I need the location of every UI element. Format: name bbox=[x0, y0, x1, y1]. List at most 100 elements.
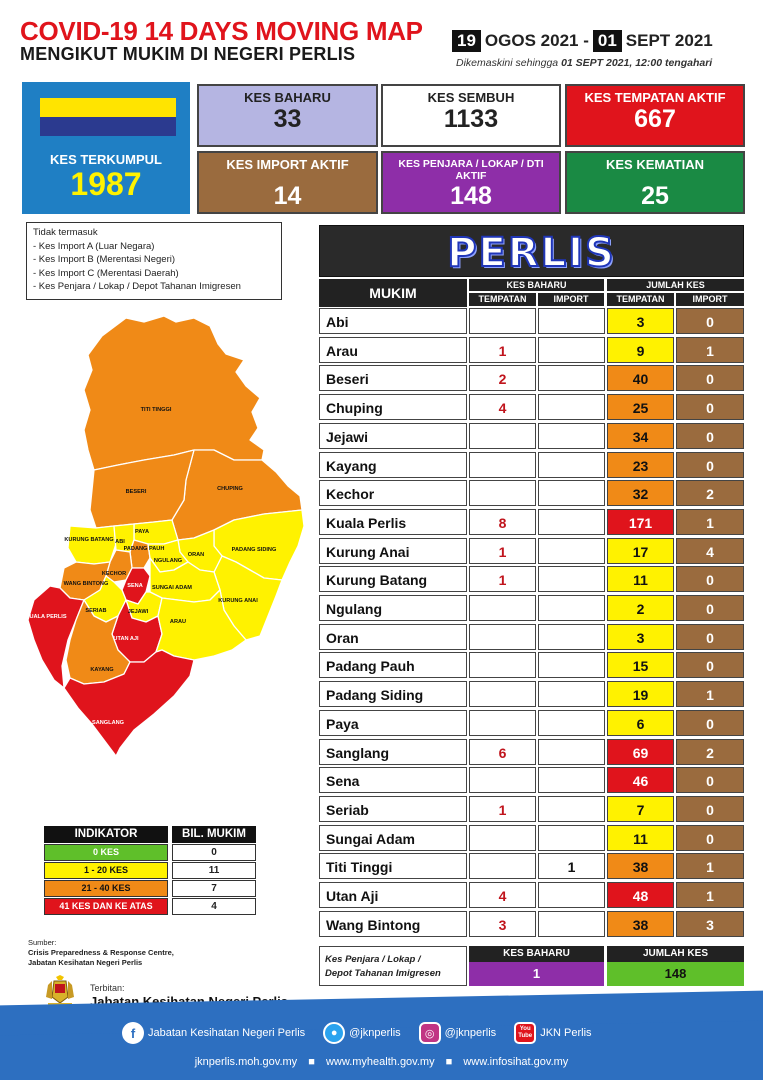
jumlah-tempatan-cell: 38 bbox=[607, 910, 674, 937]
mukim-name-cell: Kuala Perlis bbox=[319, 508, 467, 535]
jumlah-import-cell: 0 bbox=[676, 824, 744, 851]
jumlah-tempatan-cell: 11 bbox=[607, 566, 674, 593]
column-kes-baharu: KES BAHARU bbox=[469, 279, 604, 291]
stat-label: KES PENJARA / LOKAP / DTI AKTIF bbox=[398, 158, 544, 182]
jumlah-import-cell: 0 bbox=[676, 795, 744, 822]
map-region-titi-tinggi bbox=[83, 315, 265, 471]
jumlah-import-cell: 0 bbox=[676, 422, 744, 449]
map-label-kuala-perlis: KUALA PERLIS bbox=[25, 614, 66, 620]
website-link-1[interactable]: jknperlis.moh.gov.my bbox=[194, 1056, 298, 1068]
map-region-sanglang bbox=[63, 649, 195, 757]
facebook-link[interactable]: f Jabatan Kesihatan Negeri Perlis bbox=[122, 1022, 305, 1044]
map-region-padang-pauh bbox=[129, 539, 151, 569]
table-row: Paya 6 0 bbox=[319, 709, 744, 736]
map-label-sungai-adam: SUNGAI ADAM bbox=[152, 585, 192, 591]
twitter-icon: ● bbox=[323, 1022, 346, 1044]
baharu-tempatan-cell: 8 bbox=[469, 508, 536, 535]
table-row: Arau 1 9 1 bbox=[319, 336, 744, 363]
table-title-banner: PERLIS bbox=[319, 225, 744, 277]
indicator-count: 4 bbox=[172, 898, 256, 915]
jumlah-import-cell: 4 bbox=[676, 537, 744, 564]
baharu-tempatan-cell: 1 bbox=[469, 336, 536, 363]
mukim-name-cell: Utan Aji bbox=[319, 882, 467, 908]
map-label-titi-tinggi: TITI TINGGI bbox=[141, 407, 172, 413]
indicator-header: INDIKATOR BIL. MUKIM bbox=[44, 826, 256, 843]
map-label-kayang: KAYANG bbox=[90, 667, 113, 673]
website-link-2[interactable]: www.myhealth.gov.my bbox=[325, 1056, 435, 1068]
column-baharu-import: IMPORT bbox=[538, 293, 604, 306]
jumlah-tempatan-cell: 34 bbox=[607, 422, 674, 449]
table-row: Beseri 2 40 0 bbox=[319, 365, 744, 392]
stat-kes-penjara: KES PENJARA / LOKAP / DTI AKTIF 148 bbox=[381, 151, 561, 214]
penjara-jumlah-header: JUMLAH KES bbox=[607, 946, 744, 962]
baharu-tempatan-cell bbox=[469, 308, 536, 334]
date-from-day: 19 bbox=[452, 30, 481, 52]
jumlah-tempatan-cell: 9 bbox=[607, 336, 674, 363]
map-label-kurung-anai: KURUNG ANAI bbox=[218, 598, 258, 604]
main-subtitle: MENGIKUT MUKIM DI NEGERI PERLIS bbox=[20, 44, 356, 64]
date-to-rest: SEPT 2021 bbox=[625, 31, 713, 50]
youtube-link[interactable]: You Tube JKN Perlis bbox=[514, 1022, 592, 1044]
map-label-kurung-batang: KURUNG BATANG bbox=[64, 537, 113, 543]
baharu-import-cell bbox=[538, 566, 605, 593]
updated-prefix: Dikemaskini sehingga bbox=[456, 57, 559, 69]
baharu-import-cell bbox=[538, 308, 605, 334]
mukim-name-cell: Kechor bbox=[319, 480, 467, 507]
website-link-3[interactable]: www.infosihat.gov.my bbox=[463, 1056, 569, 1068]
table-row: Sungai Adam 11 0 bbox=[319, 824, 744, 851]
baharu-import-cell bbox=[538, 508, 605, 535]
updated-note: Dikemaskini sehingga 01 SEPT 2021, 12:00… bbox=[456, 57, 712, 69]
indicator-count: 7 bbox=[172, 880, 256, 897]
stat-kes-baharu: KES BAHARU 33 bbox=[197, 84, 378, 147]
stat-kes-sembuh: KES SEMBUH 1133 bbox=[381, 84, 561, 147]
note-item: - Kes Import C (Merentasi Daerah) bbox=[33, 267, 179, 279]
map-label-sena: SENA bbox=[127, 583, 143, 589]
baharu-tempatan-cell: 2 bbox=[469, 365, 536, 392]
map-label-wang-bintong: WANG BINTONG bbox=[64, 581, 109, 587]
jumlah-tempatan-cell: 19 bbox=[607, 681, 674, 708]
indicator-label: 0 KES bbox=[44, 844, 168, 861]
mukim-name-cell: Ngulang bbox=[319, 595, 467, 621]
jumlah-tempatan-cell: 2 bbox=[607, 595, 674, 621]
instagram-link[interactable]: ◎ @jknperlis bbox=[418, 1022, 496, 1044]
jumlah-tempatan-cell: 6 bbox=[607, 709, 674, 736]
baharu-import-cell: 1 bbox=[538, 853, 605, 880]
indicator-row: 41 KES DAN KE ATAS 4 bbox=[44, 898, 256, 915]
table-row: Abi 3 0 bbox=[319, 308, 744, 334]
penjara-label-line1: Kes Penjara / Lokap / bbox=[325, 954, 421, 965]
baharu-import-cell bbox=[538, 336, 605, 363]
mukim-name-cell: Sanglang bbox=[319, 738, 467, 765]
map-label-beseri: BESERI bbox=[126, 489, 147, 495]
table-row: Kurung Batang 1 11 0 bbox=[319, 566, 744, 593]
stat-value: 33 bbox=[273, 105, 302, 133]
baharu-tempatan-cell bbox=[469, 595, 536, 621]
date-range: 19 OGOS 2021 - 01 SEPT 2021 bbox=[452, 30, 717, 52]
baharu-tempatan-cell: 3 bbox=[469, 910, 536, 937]
stat-kes-terkumpul: KES TERKUMPUL 1987 bbox=[22, 82, 190, 214]
stat-label: KES SEMBUH bbox=[427, 90, 515, 105]
instagram-icon: ◎ bbox=[418, 1022, 441, 1044]
jumlah-tempatan-cell: 32 bbox=[607, 480, 674, 507]
jumlah-tempatan-cell: 46 bbox=[607, 767, 674, 794]
stat-label: KES KEMATIAN bbox=[606, 157, 704, 172]
table-row: Sena 46 0 bbox=[319, 767, 744, 794]
table-row: Ngulang 2 0 bbox=[319, 595, 744, 621]
note-item: - Kes Import A (Luar Negara) bbox=[33, 240, 155, 252]
stat-label: KES IMPORT AKTIF bbox=[226, 157, 349, 172]
stat-kes-kematian: KES KEMATIAN 25 bbox=[565, 151, 745, 214]
twitter-link[interactable]: ● @jknperlis bbox=[323, 1022, 401, 1044]
jumlah-import-cell: 0 bbox=[676, 652, 744, 679]
jumlah-import-cell: 1 bbox=[676, 508, 744, 535]
jumlah-tempatan-cell: 23 bbox=[607, 451, 674, 478]
table-row: Sanglang 6 69 2 bbox=[319, 738, 744, 765]
baharu-import-cell bbox=[538, 681, 605, 708]
stat-value: 1987 bbox=[70, 166, 142, 202]
stat-value: 667 bbox=[634, 105, 676, 133]
map-label-utan-aji: UTAN AJI bbox=[113, 636, 139, 642]
mukim-name-cell: Sena bbox=[319, 767, 467, 794]
penjara-baharu-value: 1 bbox=[469, 962, 604, 986]
indicator-row: 21 - 40 KES 7 bbox=[44, 880, 256, 897]
jumlah-tempatan-cell: 7 bbox=[607, 795, 674, 822]
bullet-icon: ■ bbox=[445, 1056, 453, 1068]
baharu-tempatan-cell bbox=[469, 767, 536, 794]
